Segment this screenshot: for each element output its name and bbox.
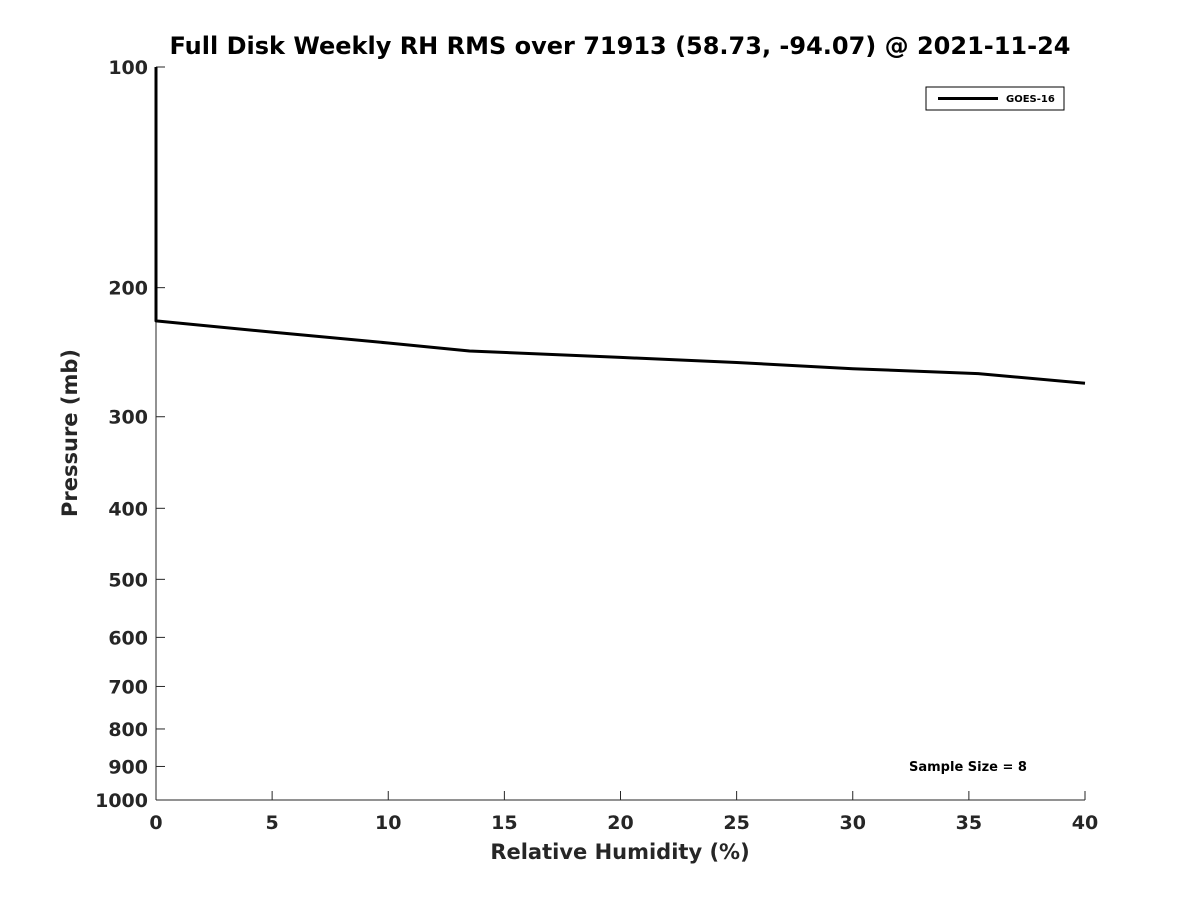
legend: GOES-16: [925, 86, 1065, 111]
plot-area: 0 5 10 15 20 25 30 35 40 100 200 300 400 500 600 700 800…: [95, 57, 1098, 834]
y-tick-label-800: 800: [108, 719, 148, 741]
y-tick-label-500: 500: [108, 569, 148, 591]
x-axis-label: Relative Humidity (%): [490, 840, 749, 864]
legend-label-goes-16: GOES-16: [1006, 94, 1055, 105]
sample-size-annotation: Sample Size = 8: [909, 760, 1027, 775]
chart-title: Full Disk Weekly RH RMS over 71913 (58.7…: [169, 32, 1070, 60]
y-tick-label-200: 200: [108, 278, 148, 300]
y-tick-label-600: 600: [108, 627, 148, 649]
x-tick-label-0: 0: [149, 812, 162, 834]
x-tick-label-10: 10: [375, 812, 401, 834]
y-tick-label-400: 400: [108, 498, 148, 520]
x-tick-label-30: 30: [840, 812, 866, 834]
x-tick-label-40: 40: [1072, 812, 1098, 834]
x-tick-label-20: 20: [607, 812, 633, 834]
series-line-goes-16: [154, 67, 1086, 385]
x-tick-label-35: 35: [956, 812, 982, 834]
y-tick-label-100: 100: [108, 57, 148, 79]
y-tick-label-900: 900: [108, 756, 148, 778]
y-tick-label-300: 300: [108, 407, 148, 429]
x-tick-label-5: 5: [266, 812, 279, 834]
y-tick-label-700: 700: [108, 676, 148, 698]
y-axis-label: Pressure (mb): [58, 349, 82, 517]
y-tick-label-1000: 1000: [95, 790, 148, 812]
x-tick-label-25: 25: [723, 812, 749, 834]
x-tick-label-15: 15: [491, 812, 517, 834]
